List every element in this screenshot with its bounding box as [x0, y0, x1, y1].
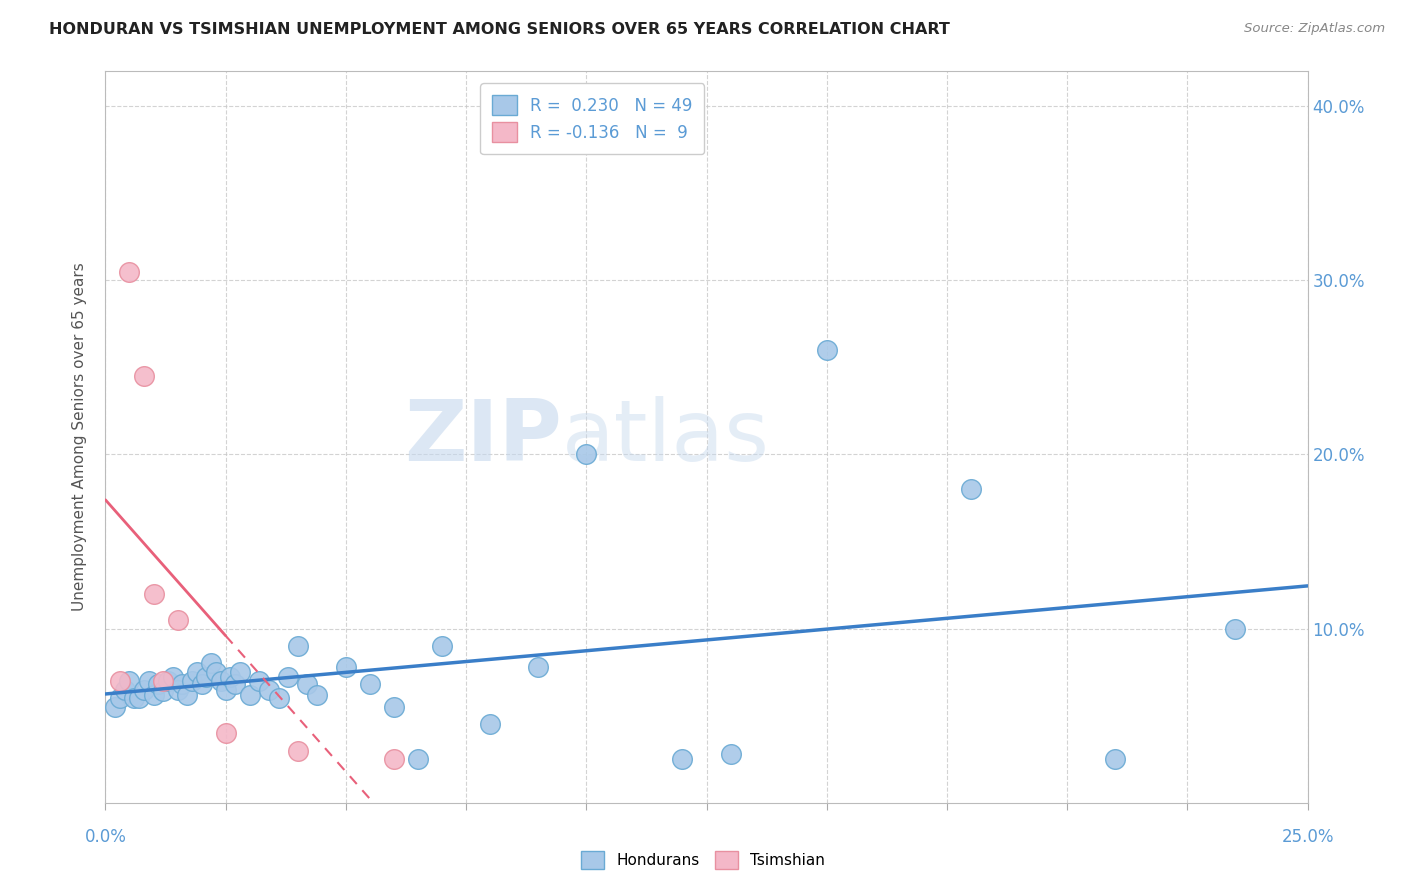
Point	[200, 657, 222, 671]
Point	[132, 369, 155, 384]
Text: atlas: atlas	[562, 395, 770, 479]
Point	[430, 639, 453, 653]
Point	[229, 665, 252, 680]
Point	[960, 483, 983, 497]
Point	[287, 743, 309, 757]
Point	[277, 670, 299, 684]
Point	[138, 673, 160, 688]
Point	[148, 677, 170, 691]
Point	[297, 677, 319, 691]
Point	[335, 660, 357, 674]
Legend: R =  0.230   N = 49, R = -0.136   N =  9: R = 0.230 N = 49, R = -0.136 N = 9	[481, 83, 704, 154]
Point	[671, 752, 693, 766]
Text: 0.0%: 0.0%	[84, 828, 127, 846]
Point	[118, 265, 141, 279]
Point	[527, 660, 550, 674]
Point	[176, 688, 198, 702]
Point	[186, 665, 208, 680]
Text: HONDURAN VS TSIMSHIAN UNEMPLOYMENT AMONG SENIORS OVER 65 YEARS CORRELATION CHART: HONDURAN VS TSIMSHIAN UNEMPLOYMENT AMONG…	[49, 22, 950, 37]
Point	[267, 691, 290, 706]
Point	[152, 673, 174, 688]
Y-axis label: Unemployment Among Seniors over 65 years: Unemployment Among Seniors over 65 years	[72, 263, 87, 611]
Point	[287, 639, 309, 653]
Point	[152, 684, 174, 698]
Point	[205, 665, 228, 680]
Point	[214, 682, 236, 697]
Point	[195, 670, 218, 684]
Point	[181, 673, 204, 688]
Text: 25.0%: 25.0%	[1281, 828, 1334, 846]
Point	[359, 677, 381, 691]
Point	[224, 677, 246, 691]
Point	[239, 688, 262, 702]
Point	[166, 682, 188, 697]
Point	[132, 682, 155, 697]
Point	[124, 691, 146, 706]
Point	[209, 673, 232, 688]
Point	[1104, 752, 1126, 766]
Point	[257, 682, 280, 697]
Point	[382, 752, 405, 766]
Point	[114, 682, 136, 697]
Point	[247, 673, 270, 688]
Point	[720, 747, 742, 761]
Point	[128, 691, 150, 706]
Point	[118, 673, 141, 688]
Point	[104, 700, 127, 714]
Point	[172, 677, 194, 691]
Point	[406, 752, 429, 766]
Point	[382, 700, 405, 714]
Point	[162, 670, 184, 684]
Point	[219, 670, 242, 684]
Point	[142, 587, 165, 601]
Point	[156, 673, 179, 688]
Point	[1225, 622, 1247, 636]
Point	[214, 726, 236, 740]
Point	[108, 673, 131, 688]
Point	[142, 688, 165, 702]
Point	[166, 613, 188, 627]
Point	[108, 691, 131, 706]
Point	[575, 448, 598, 462]
Point	[815, 343, 838, 357]
Point	[190, 677, 212, 691]
Point	[479, 717, 502, 731]
Point	[305, 688, 328, 702]
Legend: Hondurans, Tsimshian: Hondurans, Tsimshian	[575, 845, 831, 875]
Text: ZIP: ZIP	[405, 395, 562, 479]
Text: Source: ZipAtlas.com: Source: ZipAtlas.com	[1244, 22, 1385, 36]
